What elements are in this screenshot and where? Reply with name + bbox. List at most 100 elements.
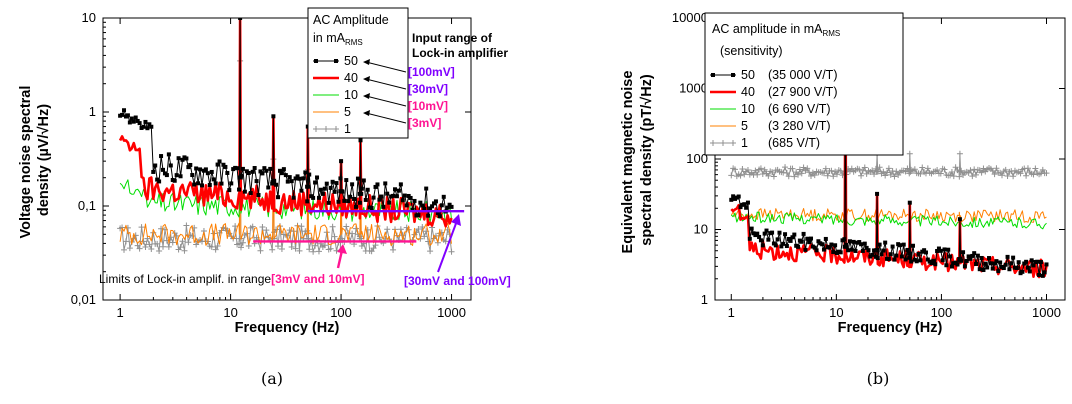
series-marker-1 [752,167,759,174]
chart-a-ylabel: Voltage noise spectral density (µV/√Hz) [18,82,52,239]
series-marker-1 [754,171,761,178]
series-marker-50 [877,242,882,247]
limits-label-text: Limits of Lock-in amplif. in range [99,272,271,286]
series-marker-50 [418,200,423,205]
series-marker-1 [917,170,924,177]
series-marker-1 [1010,173,1017,180]
series-marker-50 [435,211,440,216]
series-marker-1 [911,166,918,173]
series-marker-1 [298,223,305,230]
series-marker-1 [874,168,881,175]
series-marker-1 [956,173,963,180]
xtick-label: 1 [116,305,123,320]
series-marker-50 [846,248,851,253]
series-marker-1 [236,240,243,247]
series-marker-50 [961,250,966,255]
series-marker-1 [757,165,764,172]
series-marker-50 [864,245,869,250]
series-marker-50 [1001,266,1006,271]
series-marker-1 [1039,166,1046,173]
series-marker-50 [184,156,189,161]
input-range-arrow-1 [365,78,407,90]
series-marker-50 [272,178,277,183]
series-marker-1 [237,244,244,251]
series-marker-50 [211,177,216,182]
series-marker-50 [137,121,142,126]
series-marker-50 [796,244,801,249]
series-marker-50 [127,120,132,125]
series-marker-1 [257,247,264,254]
legend-label-50: 50 [741,68,755,82]
series-marker-1 [349,230,356,237]
series-marker-50 [957,217,962,222]
series-marker-50 [881,248,886,253]
series-marker-1 [146,241,153,248]
series-marker-50 [988,261,993,266]
series-marker-50 [1014,266,1019,271]
series-marker-1 [421,233,428,240]
series-marker-50 [816,239,821,244]
series-marker-50 [328,185,333,190]
series-marker-50 [860,248,865,253]
series-marker-50 [306,184,311,189]
series-marker-50 [936,246,941,251]
series-marker-1 [863,170,870,177]
series-marker-50 [199,183,204,188]
series-marker-50 [379,194,384,199]
legend-marker-50 [314,59,318,63]
chart-a-legend-title-line2: in mARMS [313,31,363,47]
series-marker-50 [831,249,836,254]
series-marker-50 [1029,258,1034,263]
series-marker-50 [354,204,359,209]
series-marker-50 [168,163,173,168]
series-marker-50 [983,261,988,266]
series-marker-1 [399,232,406,239]
series-marker-50 [315,175,320,180]
series-marker-50 [931,258,936,263]
xtick-label: 10 [223,305,237,320]
series-marker-50 [916,251,921,256]
series-marker-50 [838,250,843,255]
series-marker-50 [125,113,130,118]
series-marker-50 [814,248,819,253]
series-marker-50 [910,243,915,248]
xtick-label: 1000 [1032,305,1061,320]
series-marker-1 [278,246,285,253]
series-marker-50 [972,251,977,256]
series-marker-50 [775,237,780,242]
series-marker-50 [946,247,951,252]
series-marker-1 [353,225,360,232]
series-marker-50 [827,245,832,250]
series-marker-50 [742,202,747,207]
series-marker-50 [439,203,444,208]
series-marker-50 [131,119,136,124]
series-marker-1 [239,239,246,246]
series-marker-50 [745,200,750,205]
series-marker-50 [190,173,195,178]
series-marker-50 [194,166,199,171]
series-marker-50 [441,194,446,199]
series-marker-50 [1020,269,1025,274]
series-marker-1 [183,222,190,229]
series-marker-50 [336,199,341,204]
series-marker-50 [788,238,793,243]
series-marker-50 [903,257,908,262]
series-marker-50 [129,116,134,121]
series-marker-50 [303,170,308,175]
series-marker-50 [369,206,374,211]
series-marker-1 [739,166,746,173]
series-marker-1 [275,243,282,250]
series-marker-50 [159,154,164,159]
series-marker-50 [803,247,808,252]
series-marker-50 [422,206,427,211]
series-marker-50 [359,191,364,196]
series-marker-1 [789,165,796,172]
series-marker-50 [938,248,943,253]
series-marker-1 [820,170,827,177]
chart-a-ylabel-line1: Voltage noise spectral [18,86,34,239]
series-marker-50 [176,156,181,161]
series-marker-1 [782,164,789,171]
series-marker-50 [990,266,995,271]
chart-a-legend-title-sub: RMS [345,38,363,47]
series-marker-50 [281,167,286,172]
